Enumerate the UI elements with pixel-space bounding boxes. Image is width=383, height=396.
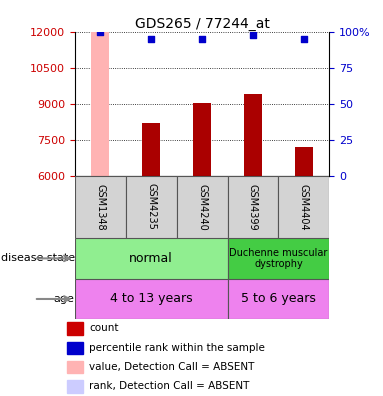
Bar xyxy=(67,361,83,373)
Bar xyxy=(142,123,160,176)
Text: rank, Detection Call = ABSENT: rank, Detection Call = ABSENT xyxy=(89,381,250,391)
Bar xyxy=(75,238,228,279)
Bar xyxy=(228,176,278,238)
Text: GSM4240: GSM4240 xyxy=(197,183,207,230)
Bar xyxy=(295,147,313,176)
Text: value, Detection Call = ABSENT: value, Detection Call = ABSENT xyxy=(89,362,255,372)
Text: 5 to 6 years: 5 to 6 years xyxy=(241,293,316,305)
Point xyxy=(97,29,103,36)
Bar xyxy=(91,32,109,176)
Bar xyxy=(67,380,83,392)
Point xyxy=(301,36,307,42)
Bar xyxy=(193,103,211,176)
Bar xyxy=(244,94,262,176)
Text: normal: normal xyxy=(129,252,173,265)
Text: GSM4399: GSM4399 xyxy=(248,184,258,230)
Bar xyxy=(278,176,329,238)
Bar xyxy=(228,238,329,279)
Point xyxy=(199,36,205,42)
Bar xyxy=(75,176,126,238)
Point xyxy=(250,31,256,38)
Text: age: age xyxy=(54,294,75,304)
Text: count: count xyxy=(89,324,119,333)
Title: GDS265 / 77244_at: GDS265 / 77244_at xyxy=(134,17,270,30)
Text: GSM4235: GSM4235 xyxy=(146,183,156,230)
Text: GSM4404: GSM4404 xyxy=(299,184,309,230)
Text: disease state: disease state xyxy=(0,253,75,263)
Text: Duchenne muscular
dystrophy: Duchenne muscular dystrophy xyxy=(229,248,327,269)
Bar xyxy=(228,279,329,319)
Text: GSM1348: GSM1348 xyxy=(95,184,105,230)
Bar xyxy=(67,342,83,354)
Text: 4 to 13 years: 4 to 13 years xyxy=(110,293,192,305)
Bar xyxy=(126,176,177,238)
Bar xyxy=(177,176,228,238)
Text: percentile rank within the sample: percentile rank within the sample xyxy=(89,343,265,353)
Point xyxy=(148,36,154,42)
Bar xyxy=(67,322,83,335)
Bar xyxy=(75,279,228,319)
